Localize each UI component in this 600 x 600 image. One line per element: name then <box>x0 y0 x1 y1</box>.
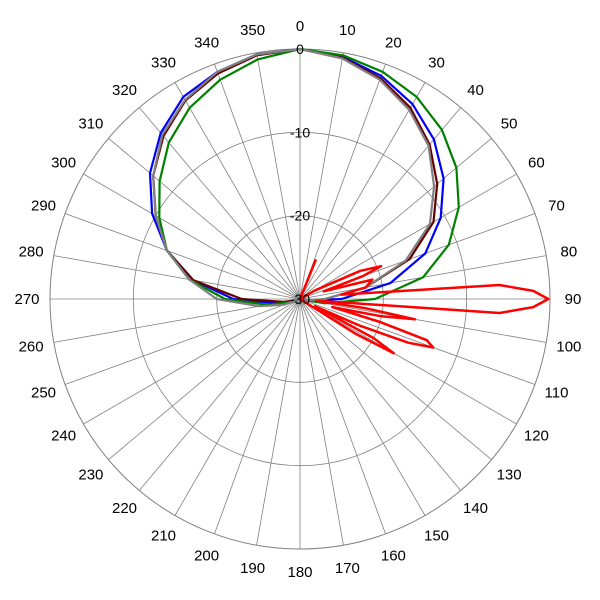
radial-tick-label: -10 <box>290 124 310 140</box>
angle-tick-label: 120 <box>524 428 549 445</box>
angle-tick-label: 60 <box>528 155 545 172</box>
angle-tick-label: 0 <box>296 18 304 35</box>
radial-tick-label: -30 <box>290 291 310 307</box>
angle-tick-label: 280 <box>19 244 44 261</box>
spoke-340 <box>214 63 301 300</box>
angle-tick-label: 90 <box>565 291 582 308</box>
angle-tick-label: 330 <box>151 55 176 72</box>
angle-tick-label: 70 <box>548 198 565 215</box>
polar-grid <box>49 48 551 550</box>
spoke-110 <box>299 298 536 385</box>
spoke-250 <box>64 298 301 385</box>
angle-tick-label: 20 <box>385 35 402 52</box>
spoke-320 <box>138 107 301 300</box>
spoke-330 <box>174 82 301 300</box>
spoke-20 <box>299 63 386 300</box>
spoke-280 <box>53 255 301 300</box>
radial-tick-label: -20 <box>290 208 310 224</box>
angle-tick-label: 140 <box>463 500 488 517</box>
angle-tick-label: 190 <box>240 560 265 577</box>
spoke-100 <box>299 298 547 343</box>
angle-tick-label: 30 <box>428 55 445 72</box>
angle-tick-label: 340 <box>194 35 219 52</box>
spoke-200 <box>214 298 301 535</box>
angle-tick-label: 200 <box>194 548 219 565</box>
angle-tick-label: 310 <box>78 116 103 133</box>
angle-tick-label: 110 <box>545 384 569 401</box>
spoke-50 <box>299 137 492 300</box>
spoke-30 <box>299 82 426 300</box>
spoke-120 <box>299 298 517 425</box>
angle-tick-label: 180 <box>287 564 312 581</box>
spoke-130 <box>299 298 492 461</box>
angle-tick-label: 290 <box>31 198 56 215</box>
labels-layer: 0 10 20 30 40 50 60 70 80 90 100 110 120 130 140 150 160… <box>14 18 581 581</box>
spoke-60 <box>299 173 517 300</box>
spoke-310 <box>108 137 301 300</box>
angle-tick-label: 240 <box>51 428 76 445</box>
spoke-190 <box>256 298 301 546</box>
spoke-140 <box>299 298 462 491</box>
angle-tick-label: 10 <box>339 22 356 39</box>
spoke-220 <box>138 298 301 491</box>
angle-tick-label: 50 <box>501 116 518 133</box>
spoke-230 <box>108 298 301 461</box>
angle-tick-label: 170 <box>335 560 360 577</box>
spoke-210 <box>174 298 301 516</box>
angle-tick-label: 40 <box>467 82 484 99</box>
radial-tick-label: 0 <box>296 41 304 57</box>
angle-tick-label: 260 <box>19 338 44 355</box>
spoke-170 <box>299 298 344 546</box>
angle-tick-label: 210 <box>151 527 176 544</box>
spoke-160 <box>299 298 386 535</box>
angle-tick-label: 250 <box>31 384 56 401</box>
angle-tick-label: 220 <box>112 500 137 517</box>
series-5-line <box>298 259 550 355</box>
angle-tick-label: 320 <box>112 82 137 99</box>
spoke-350 <box>256 52 301 300</box>
angle-tick-label: 270 <box>14 291 39 308</box>
angle-tick-label: 100 <box>556 338 581 355</box>
angle-tick-label: 80 <box>561 244 578 261</box>
ring--10 <box>132 131 468 467</box>
angle-tick-label: 160 <box>381 548 406 565</box>
angle-tick-label: 130 <box>497 467 522 484</box>
series-4-line <box>152 47 436 308</box>
spoke-10 <box>299 52 344 300</box>
spoke-150 <box>299 298 426 516</box>
spoke-240 <box>83 298 301 425</box>
spoke-300 <box>83 173 301 300</box>
angle-tick-label: 230 <box>78 467 103 484</box>
angle-tick-label: 350 <box>240 22 265 39</box>
angle-tick-label: 300 <box>51 155 76 172</box>
angle-tick-label: 150 <box>424 527 449 544</box>
spoke-290 <box>64 213 301 300</box>
series-layer <box>148 47 550 355</box>
